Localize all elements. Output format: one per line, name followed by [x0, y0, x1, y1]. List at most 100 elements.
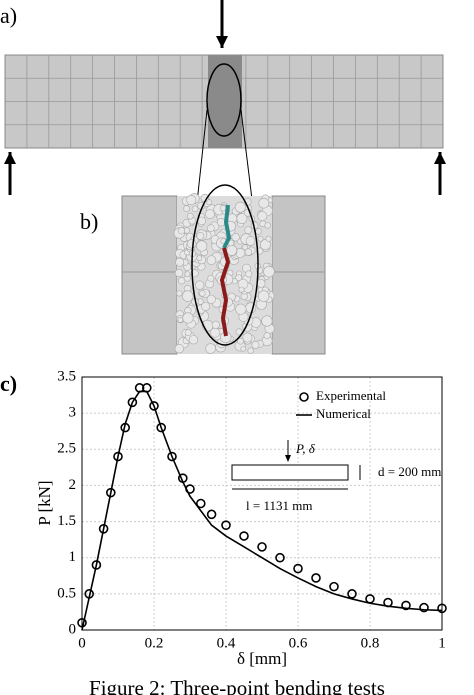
particle — [184, 329, 192, 337]
particle — [174, 344, 185, 354]
data-point — [401, 600, 411, 611]
particle — [234, 201, 246, 213]
particle — [226, 244, 238, 256]
particle — [231, 233, 240, 242]
particle — [194, 280, 205, 290]
particle — [187, 239, 197, 249]
arrow-head — [4, 152, 16, 164]
particle — [216, 217, 226, 227]
particle — [182, 312, 194, 324]
particle — [263, 265, 275, 278]
data-point — [156, 422, 166, 433]
annotation: l = 1131 mm — [246, 498, 312, 513]
particle — [184, 271, 191, 278]
particle — [196, 240, 208, 252]
particle — [205, 209, 215, 219]
particle — [263, 332, 271, 340]
x-tick-label: 0.6 — [289, 635, 308, 651]
particle — [242, 244, 248, 251]
panel-label: c) — [0, 371, 17, 396]
x-axis-label: δ [mm] — [237, 649, 287, 668]
particle — [265, 235, 272, 242]
inset-beam — [231, 464, 349, 481]
particle — [196, 232, 205, 240]
particle — [210, 327, 221, 338]
particle — [245, 270, 253, 278]
y-tick-label: 0 — [69, 621, 77, 637]
zoom-ellipse — [191, 184, 259, 346]
particle — [259, 239, 271, 251]
crack — [222, 204, 232, 249]
legend-marker — [299, 392, 309, 402]
particle — [238, 286, 245, 293]
data-point — [239, 531, 249, 541]
x-tick-label: 0.2 — [145, 635, 164, 651]
data-point — [167, 451, 177, 462]
particle — [257, 211, 268, 221]
y-tick-label: 0.5 — [57, 585, 76, 601]
data-point — [293, 563, 303, 574]
legend-label: Experimental — [316, 388, 386, 403]
particle — [183, 205, 190, 212]
zoom-ellipse — [206, 63, 242, 137]
particle — [240, 345, 247, 352]
particle — [174, 268, 184, 278]
caption: Figure 2: Three-point bending tests — [89, 676, 385, 695]
particle — [244, 248, 253, 256]
particle — [177, 317, 184, 323]
particle — [176, 290, 183, 297]
particle — [244, 226, 253, 234]
particle — [188, 335, 199, 345]
particle — [255, 228, 262, 235]
data-point — [127, 397, 138, 408]
y-tick-label: 1 — [69, 549, 77, 565]
particle — [206, 294, 216, 304]
data-point — [311, 573, 321, 583]
particle — [261, 315, 273, 327]
particle — [205, 343, 216, 354]
block — [121, 195, 178, 355]
particle — [257, 235, 264, 242]
particle — [251, 340, 260, 349]
particle — [264, 222, 271, 229]
particle — [236, 213, 248, 224]
particle — [181, 290, 194, 302]
data-point — [437, 603, 447, 614]
plot-frame — [81, 376, 443, 631]
arrow-head — [285, 455, 291, 462]
data-point — [419, 602, 429, 613]
y-tick-label: 2 — [69, 477, 77, 493]
particle — [235, 303, 247, 315]
annotation: d = 200 mm — [378, 464, 441, 479]
data-point — [221, 520, 231, 530]
particle — [245, 236, 256, 246]
particle — [175, 257, 185, 267]
particle — [247, 347, 254, 354]
data-line — [81, 390, 443, 631]
particle — [235, 274, 243, 282]
panel-label: b) — [80, 209, 98, 234]
arrow-head — [434, 152, 446, 164]
y-axis-label: P [kN] — [35, 480, 54, 525]
x-tick-label: 0.8 — [361, 635, 380, 651]
arrow-head — [216, 36, 228, 48]
data-point — [275, 552, 285, 563]
data-point — [206, 509, 217, 520]
particle — [206, 255, 217, 265]
data-point — [329, 581, 339, 592]
x-tick-label: 1 — [438, 635, 446, 651]
particle-zone — [208, 55, 242, 148]
x-tick-label: 0 — [78, 635, 86, 651]
y-tick-label: 1.5 — [57, 513, 76, 529]
particle — [207, 224, 215, 232]
particle — [219, 205, 227, 212]
legend-label: Numerical — [316, 406, 371, 421]
particle — [186, 194, 197, 206]
chart: 0 0.5 1 1.5 2 2.5 3 3.5 0 0.2 0.4 0.6 0.8 1 δ [mm] P [k… — [35, 368, 447, 668]
particle — [201, 302, 211, 311]
data-point — [196, 498, 206, 509]
particle — [242, 332, 253, 343]
annotation: P, δ — [295, 441, 316, 456]
